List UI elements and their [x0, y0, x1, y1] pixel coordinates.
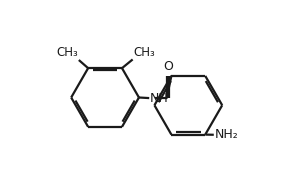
- Text: NH₂: NH₂: [214, 129, 238, 142]
- Text: CH₃: CH₃: [56, 46, 78, 59]
- Text: CH₃: CH₃: [133, 46, 155, 59]
- Text: NH: NH: [149, 92, 168, 105]
- Text: O: O: [163, 60, 173, 73]
